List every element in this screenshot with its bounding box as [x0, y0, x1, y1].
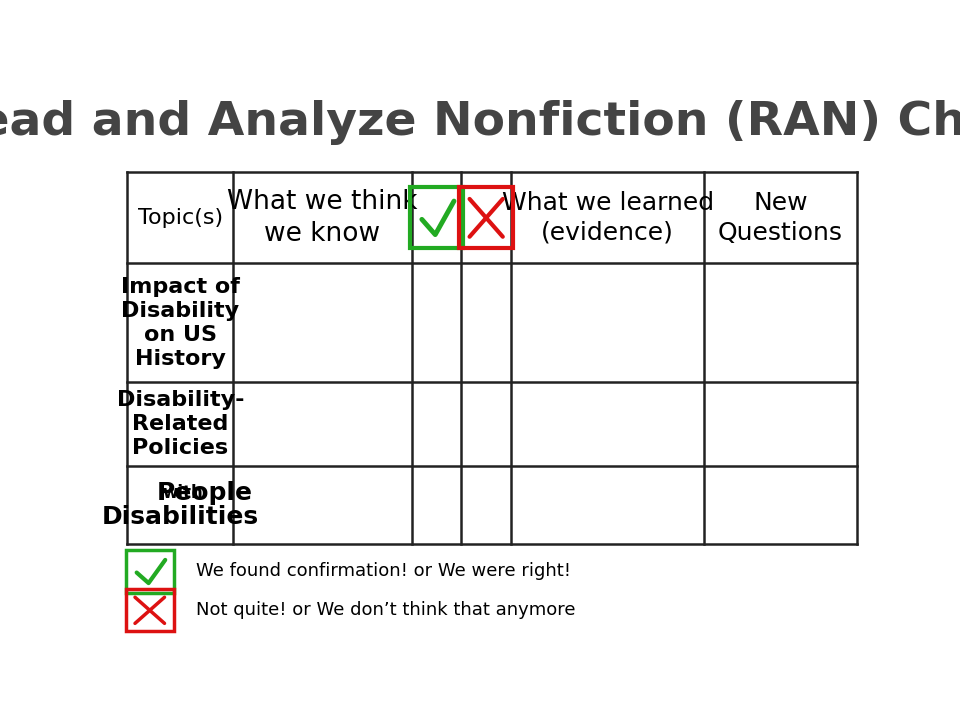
Text: What we think
we know: What we think we know: [228, 189, 418, 247]
Text: People: People: [157, 480, 253, 505]
Text: with: with: [163, 484, 204, 502]
Text: Not quite! or We don’t think that anymore: Not quite! or We don’t think that anymor…: [196, 601, 575, 619]
Text: Disability-
Related
Policies: Disability- Related Policies: [116, 390, 244, 458]
Text: We found confirmation! or We were right!: We found confirmation! or We were right!: [196, 562, 571, 580]
Text: Impact of
Disability
on US
History: Impact of Disability on US History: [121, 276, 240, 369]
Text: Disabilities: Disabilities: [102, 505, 259, 529]
Text: Read and Analyze Nonfiction (RAN) Chart: Read and Analyze Nonfiction (RAN) Chart: [0, 100, 960, 145]
Text: What we learned
(evidence): What we learned (evidence): [501, 191, 713, 245]
Text: New
Questions: New Questions: [718, 191, 843, 245]
Text: Topic(s): Topic(s): [137, 208, 223, 228]
